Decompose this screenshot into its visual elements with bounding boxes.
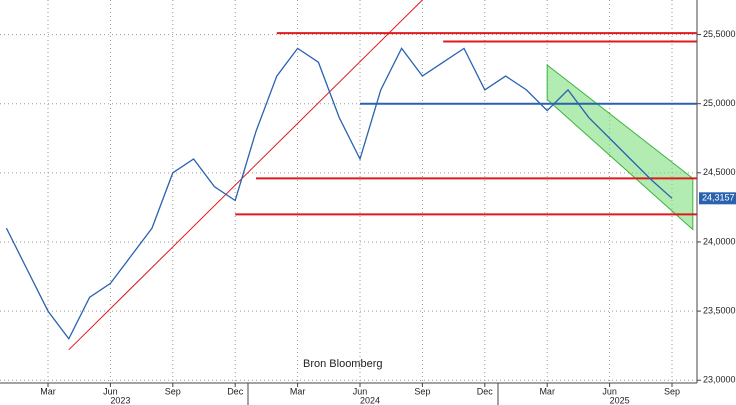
y-tick-label: 25,5000 [703,29,736,39]
year-label: 2024 [360,395,380,405]
x-tick-label: Mar [539,386,555,396]
trendline [68,0,423,351]
source-annotation: Bron Bloomberg [303,358,383,370]
y-tick-label: 23,5000 [703,305,736,315]
x-tick-label: Mar [290,386,306,396]
x-tick-label: Dec [227,386,244,396]
y-tick-label: 23,0000 [703,375,736,385]
x-tick-label: Sep [165,386,181,396]
year-label: 2025 [610,395,630,405]
last-price-tag [699,192,736,205]
x-tick-label: Jun [353,386,368,396]
year-label: 2023 [110,395,130,405]
x-tick-label: Dec [477,386,494,396]
x-tick-label: Jun [103,386,118,396]
x-tick-label: Sep [414,386,430,396]
x-tick-label: Sep [664,386,680,396]
last-price-label: 24,3157 [702,193,735,203]
channel [546,63,694,231]
x-tick-label: Jun [602,386,617,396]
y-tick-label: 24,0000 [703,236,736,246]
y-tick-label: 25,0000 [703,98,736,108]
y-tick-label: 24,5000 [703,167,736,177]
x-tick-label: Mar [40,386,56,396]
price-line [5,47,673,340]
